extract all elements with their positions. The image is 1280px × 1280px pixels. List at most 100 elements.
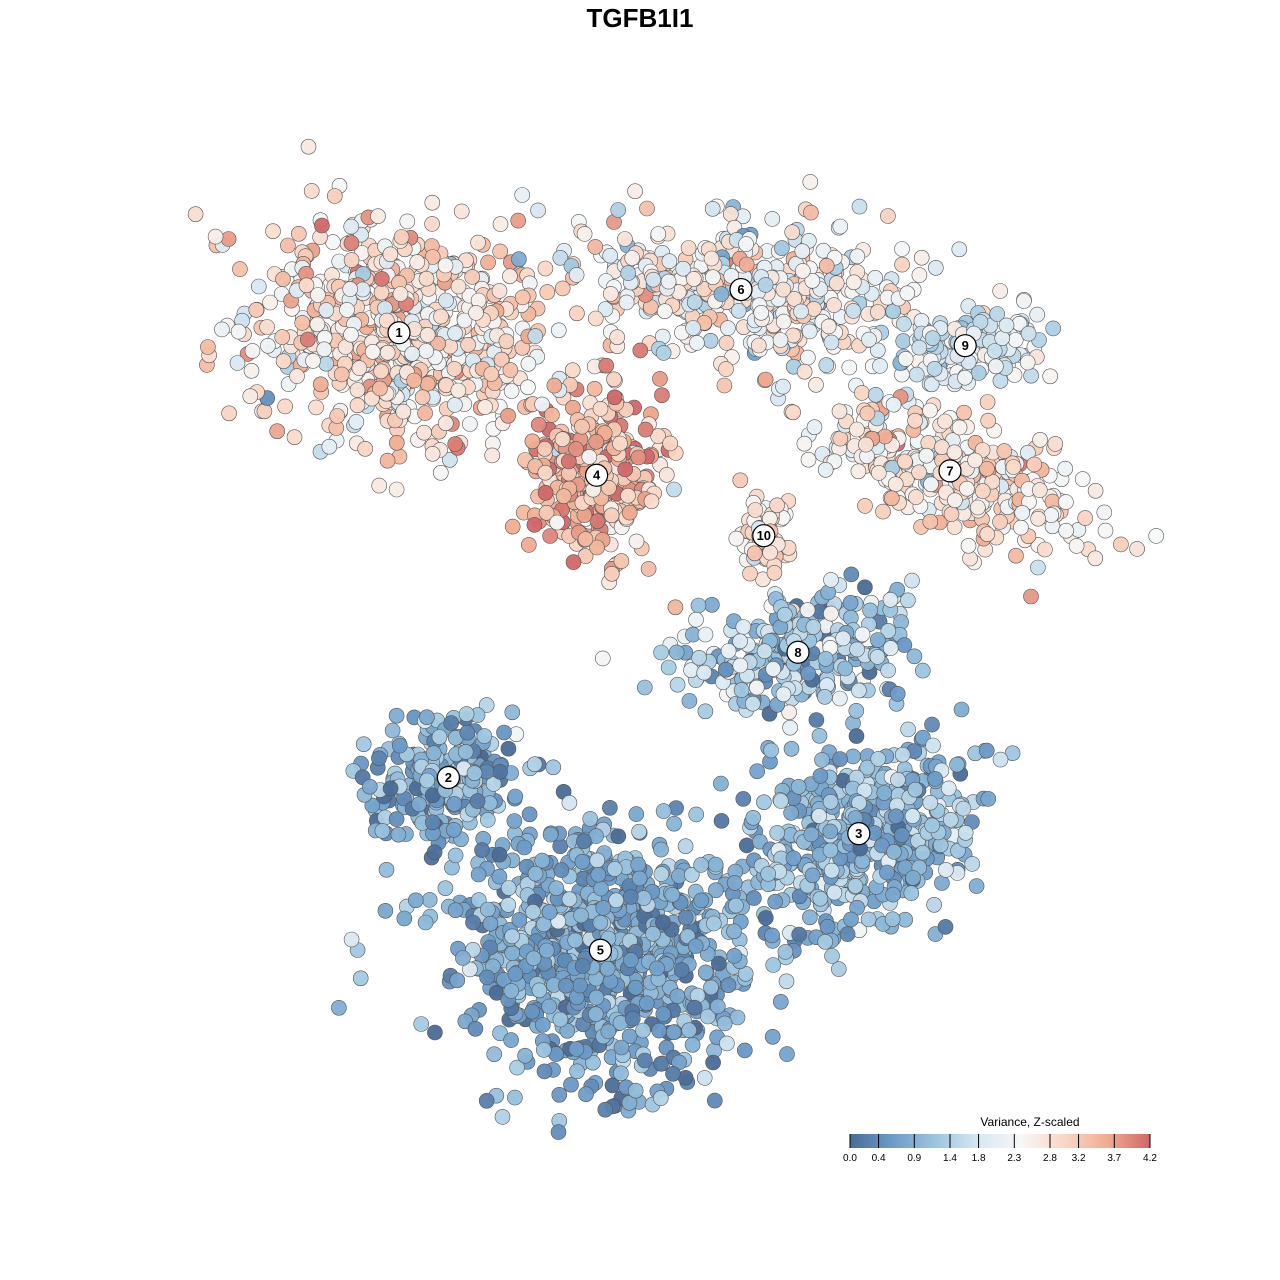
- cell-point: [894, 746, 911, 763]
- cell-point: [777, 944, 794, 960]
- cell-point: [310, 287, 326, 303]
- cell-point: [979, 526, 996, 543]
- cell-point: [599, 960, 616, 977]
- cell-point: [687, 938, 704, 954]
- cell-point: [229, 355, 246, 371]
- cell-point: [811, 727, 828, 744]
- cell-point: [447, 902, 464, 919]
- cell-point: [384, 722, 401, 739]
- cell-point: [819, 918, 836, 935]
- cell-point: [665, 1066, 681, 1082]
- cell-point: [275, 271, 291, 287]
- cell-point: [502, 268, 518, 285]
- cell-point: [702, 332, 719, 349]
- cell-point: [318, 302, 335, 318]
- cell-point: [1087, 550, 1104, 567]
- cell-point: [636, 679, 653, 696]
- cell-point: [622, 889, 639, 905]
- cell-point: [814, 752, 830, 768]
- cell-point: [478, 1093, 495, 1109]
- cell-point: [848, 702, 865, 719]
- cell-point: [903, 885, 920, 901]
- cell-point: [573, 907, 589, 924]
- cell-point: [736, 1042, 753, 1059]
- cell-point: [673, 962, 690, 978]
- cell-point: [719, 1035, 735, 1052]
- cell-point: [926, 360, 943, 377]
- cell-point: [764, 927, 780, 944]
- cell-point: [548, 880, 565, 897]
- cell-point: [460, 336, 476, 353]
- cell-point: [726, 923, 742, 940]
- cell-point: [775, 686, 792, 703]
- cell-point: [857, 498, 873, 514]
- cell-point: [851, 682, 867, 699]
- cell-point: [1032, 482, 1048, 498]
- cell-point: [609, 329, 626, 346]
- cell-point: [200, 339, 216, 355]
- cell-point: [652, 371, 668, 387]
- cell-point: [753, 304, 770, 321]
- cell-point: [610, 828, 627, 845]
- cell-point: [433, 308, 449, 325]
- cell-point: [894, 241, 910, 257]
- cell-point: [784, 224, 801, 240]
- cell-point: [818, 357, 835, 373]
- cell-point: [568, 267, 585, 283]
- cell-point: [343, 218, 360, 235]
- cell-point: [411, 796, 427, 813]
- cell-point: [581, 449, 598, 465]
- cell-point: [767, 893, 784, 910]
- cell-point: [479, 901, 496, 918]
- cell-point: [243, 362, 260, 379]
- cell-point: [635, 1022, 651, 1039]
- cell-point: [959, 480, 975, 497]
- cell-point: [425, 745, 442, 762]
- cell-point: [600, 1023, 617, 1040]
- cell-point: [869, 632, 886, 648]
- cell-point: [1047, 436, 1064, 452]
- cell-point: [957, 369, 973, 386]
- cell-point: [445, 821, 462, 838]
- cell-point: [447, 436, 464, 452]
- cell-point: [880, 662, 896, 679]
- cell-point: [606, 389, 623, 406]
- cell-point: [849, 421, 865, 438]
- cell-point: [561, 794, 578, 811]
- cell-point: [653, 866, 670, 882]
- cell-point: [602, 247, 619, 264]
- cell-point: [652, 1090, 669, 1106]
- cell-point: [899, 285, 916, 302]
- cell-point: [688, 806, 705, 823]
- cell-point: [390, 826, 407, 843]
- cell-point: [655, 1006, 672, 1022]
- cell-point: [812, 768, 829, 784]
- cell-point: [888, 808, 904, 825]
- cell-point: [823, 334, 840, 351]
- cell-point: [576, 833, 592, 850]
- cell-point: [660, 659, 677, 676]
- cell-point: [250, 278, 267, 295]
- cell-point: [696, 1070, 713, 1086]
- cell-point: [507, 788, 524, 805]
- cell-point: [598, 357, 615, 374]
- cell-point: [300, 138, 317, 155]
- cell-point: [309, 316, 326, 333]
- cell-point: [764, 1029, 781, 1045]
- cell-point: [785, 850, 802, 867]
- cell-point: [419, 772, 436, 789]
- cell-point: [474, 842, 490, 858]
- cell-point: [479, 812, 496, 828]
- cell-point: [811, 808, 827, 824]
- cell-point: [720, 977, 737, 994]
- cell-point: [484, 447, 501, 464]
- cell-point: [946, 444, 963, 461]
- cell-point: [577, 531, 594, 547]
- cell-point: [655, 803, 672, 819]
- cell-point: [801, 323, 818, 340]
- cell-point: [588, 433, 605, 450]
- cell-point: [914, 844, 931, 861]
- cell-point: [726, 875, 743, 891]
- cell-point: [800, 349, 816, 366]
- cluster-label: 8: [786, 640, 810, 664]
